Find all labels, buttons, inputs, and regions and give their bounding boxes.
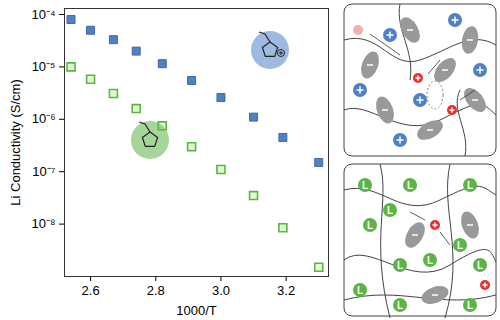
svg-text:L: L xyxy=(467,180,473,191)
svg-text:L: L xyxy=(457,240,463,251)
svg-text:L: L xyxy=(387,205,393,216)
svg-text:3.2: 3.2 xyxy=(277,283,295,298)
svg-text:L: L xyxy=(397,300,403,311)
svg-text:2.8: 2.8 xyxy=(147,283,165,298)
svg-text:L: L xyxy=(357,285,363,296)
svg-text:10⁻⁴: 10⁻⁴ xyxy=(31,7,55,22)
svg-text:L: L xyxy=(397,260,403,271)
svg-text:L: L xyxy=(367,220,373,231)
svg-text:10⁻⁷: 10⁻⁷ xyxy=(32,164,55,179)
svg-text:L: L xyxy=(407,180,413,191)
svg-text:L: L xyxy=(427,255,433,266)
svg-text:Li Conductivity (S/cm): Li Conductivity (S/cm) xyxy=(8,79,23,205)
svg-text:10⁻⁵: 10⁻⁵ xyxy=(32,59,56,74)
svg-text:L: L xyxy=(362,180,368,191)
svg-text:L: L xyxy=(467,300,473,311)
svg-text:1000/T: 1000/T xyxy=(176,303,217,318)
svg-text:2.6: 2.6 xyxy=(82,283,100,298)
svg-text:L: L xyxy=(477,260,483,271)
svg-text:10⁻⁸: 10⁻⁸ xyxy=(32,216,56,231)
svg-text:10⁻⁶: 10⁻⁶ xyxy=(32,111,56,126)
svg-text:3.0: 3.0 xyxy=(212,283,230,298)
